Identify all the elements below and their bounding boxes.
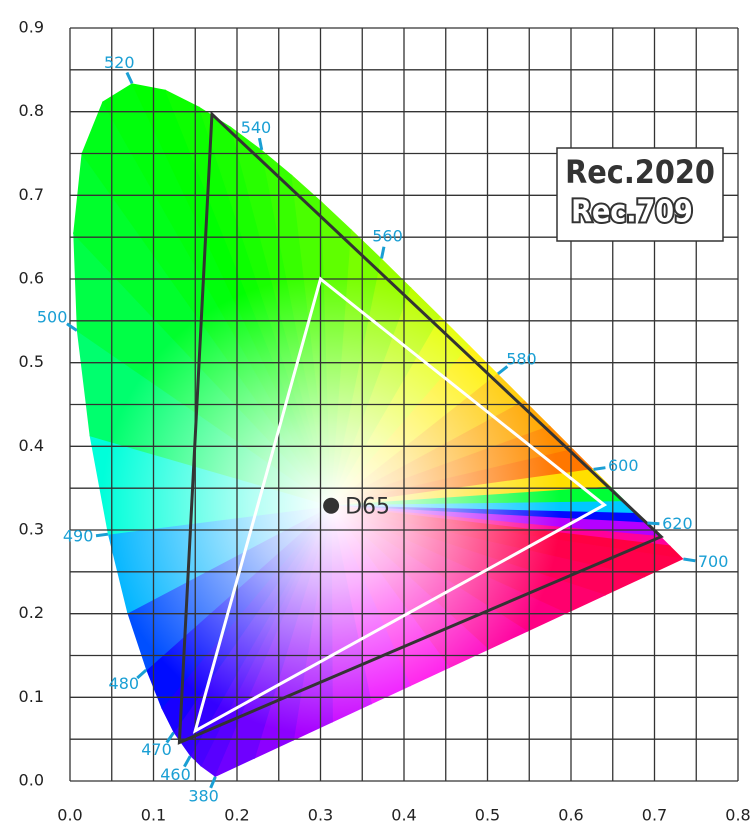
wavelength-label: 580 — [506, 350, 537, 369]
y-tick-label: 0.9 — [19, 18, 44, 37]
wavelength-tick — [593, 466, 606, 471]
wavelength-label: 560 — [372, 226, 403, 245]
x-tick-label: 0.7 — [642, 806, 667, 825]
x-tick-label: 0.1 — [141, 806, 166, 825]
wavelength-tick — [497, 365, 509, 376]
legend: Rec.2020 Rec.709 — [556, 147, 724, 242]
wavelength-tick — [136, 668, 148, 680]
marks — [177, 110, 664, 745]
white-point — [323, 497, 340, 514]
x-tick-label: 0.2 — [224, 806, 249, 825]
wavelength-tick — [380, 246, 386, 259]
wavelength-tick — [165, 731, 175, 744]
wavelength-label: 490 — [63, 526, 94, 545]
y-tick-label: 0.6 — [19, 269, 44, 288]
wavelength-tick — [95, 532, 109, 538]
wavelength-tick — [209, 776, 217, 789]
y-tick-label: 0.0 — [19, 771, 44, 790]
x-tick-label: 0.3 — [308, 806, 333, 825]
y-tick-label: 0.5 — [19, 352, 44, 371]
wavelength-tick — [683, 557, 696, 563]
wavelength-label: 470 — [141, 740, 172, 759]
x-tick-label: 0.4 — [391, 806, 416, 825]
wavelength-label: 540 — [241, 118, 272, 137]
gamut-triangle — [192, 276, 608, 734]
wavelength-label: 480 — [109, 674, 140, 693]
wavelength-label: 520 — [104, 53, 135, 72]
wavelength-label: 620 — [662, 514, 693, 533]
x-tick-label: 0.0 — [57, 806, 82, 825]
white-point-label: D65 — [345, 495, 390, 520]
wavelength-label: 500 — [37, 308, 68, 327]
x-tick-label: 0.5 — [475, 806, 500, 825]
y-tick-label: 0.3 — [19, 520, 44, 539]
x-tick-label: 0.8 — [725, 806, 750, 825]
wavelength-tick — [125, 71, 134, 85]
gamut-triangle — [177, 110, 664, 745]
legend-entry: Rec.709 — [571, 195, 693, 230]
wavelength-tick — [257, 137, 264, 151]
y-tick-label: 0.4 — [19, 436, 44, 455]
y-tick-label: 0.8 — [19, 101, 44, 120]
legend-entry: Rec.2020 — [565, 153, 715, 191]
wavelength-label: 700 — [698, 552, 729, 571]
labels: 0.0 0.1 0.2 0.3 0.4 0.5 0.6 0.7 0.8 0.0 0.1 0.2 0.3 0… — [19, 18, 751, 825]
y-tick-label: 0.1 — [19, 687, 44, 706]
wavelength-tick — [66, 322, 78, 332]
wavelength-label: 380 — [188, 787, 219, 806]
x-tick-label: 0.6 — [558, 806, 583, 825]
wavelength-label: 460 — [160, 765, 191, 784]
wavelength-label: 600 — [608, 456, 639, 475]
legend-box — [556, 147, 724, 242]
wavelength-tick — [647, 521, 660, 526]
y-tick-label: 0.2 — [19, 603, 44, 622]
wavelength-tick — [183, 755, 192, 768]
y-tick-label: 0.7 — [19, 185, 44, 204]
